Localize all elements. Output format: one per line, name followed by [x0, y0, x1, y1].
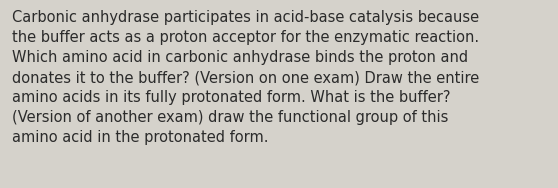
- Text: Carbonic anhydrase participates in acid-base catalysis because
the buffer acts a: Carbonic anhydrase participates in acid-…: [12, 10, 479, 145]
